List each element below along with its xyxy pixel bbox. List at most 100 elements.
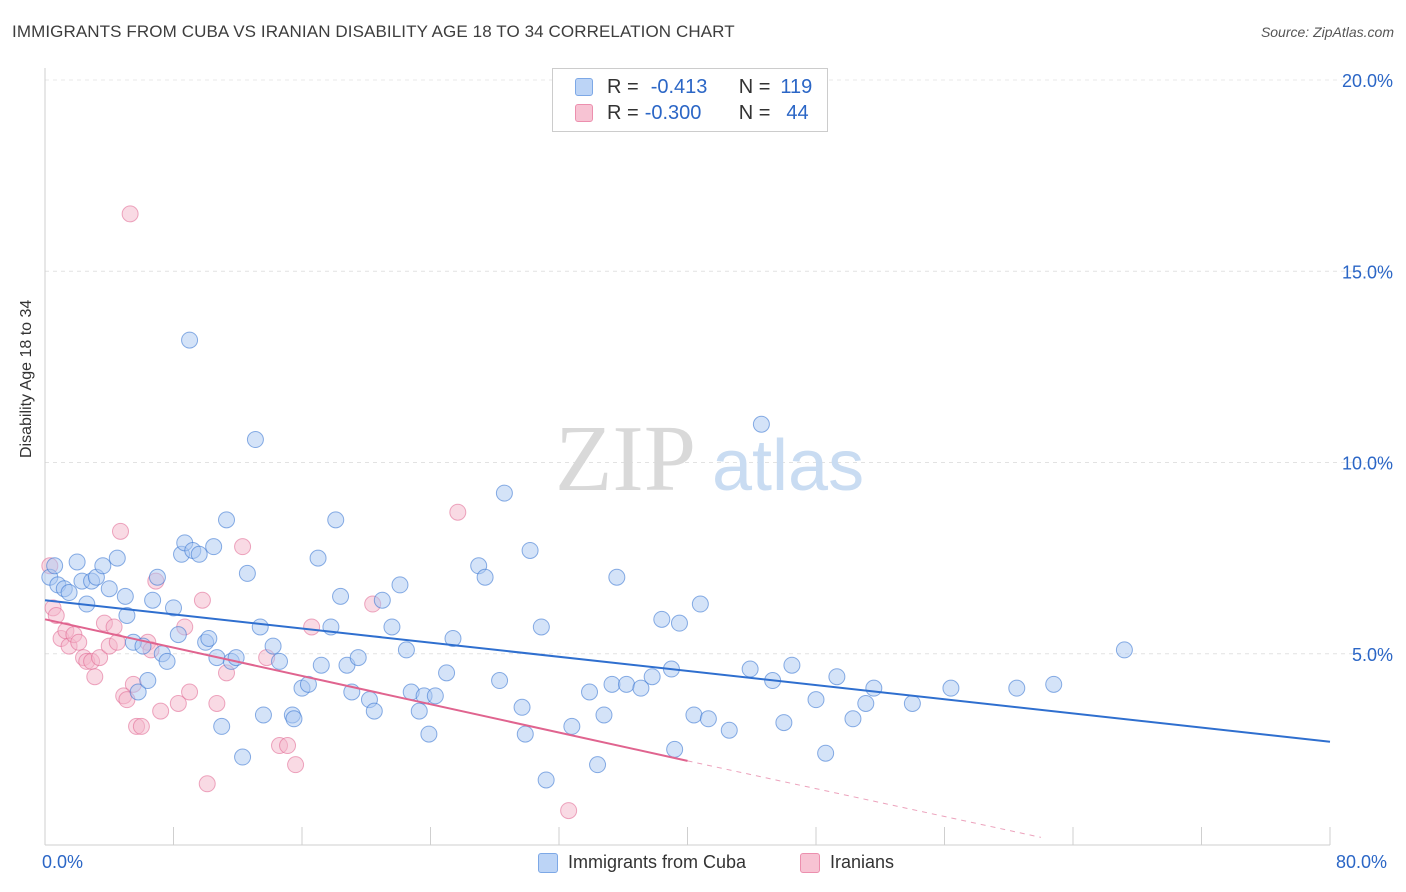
point-iranians xyxy=(303,618,321,636)
y-tick-label: 5.0% xyxy=(1352,645,1393,665)
trend-line-iranians-extension xyxy=(687,760,1041,838)
point-cuba xyxy=(365,702,383,720)
point-cuba xyxy=(312,656,330,674)
watermark: ZIP atlas xyxy=(555,407,864,511)
point-cuba xyxy=(218,511,236,529)
y-tick-label: 20.0% xyxy=(1342,71,1393,91)
r-value: -0.300 xyxy=(644,101,702,124)
point-cuba xyxy=(391,576,409,594)
point-cuba xyxy=(116,587,134,605)
point-cuba xyxy=(213,717,231,735)
point-iranians xyxy=(47,607,65,624)
axes xyxy=(44,68,1331,846)
point-iranians xyxy=(279,737,297,755)
point-cuba xyxy=(327,511,345,529)
point-iranians xyxy=(208,694,226,712)
point-cuba xyxy=(68,553,86,571)
point-cuba xyxy=(844,710,862,728)
point-cuba xyxy=(495,484,513,502)
point-cuba xyxy=(46,557,64,575)
point-cuba xyxy=(617,675,635,693)
point-cuba xyxy=(148,568,166,586)
point-cuba xyxy=(349,649,367,667)
point-cuba xyxy=(670,614,688,632)
y-tick-labels: 5.0% 10.0% 15.0% 20.0% xyxy=(1342,71,1393,665)
point-cuba xyxy=(532,618,550,636)
point-cuba xyxy=(251,618,269,636)
point-cuba xyxy=(653,610,671,628)
point-cuba xyxy=(397,641,415,659)
point-cuba xyxy=(807,691,825,709)
point-cuba xyxy=(942,679,960,697)
point-cuba xyxy=(444,629,462,647)
point-cuba xyxy=(181,331,199,349)
point-cuba xyxy=(426,687,444,705)
point-cuba xyxy=(271,652,289,670)
point-cuba xyxy=(108,549,126,567)
point-cuba xyxy=(783,656,801,674)
point-iranians xyxy=(193,591,211,609)
point-cuba xyxy=(309,549,327,567)
n-label: N = xyxy=(738,75,771,98)
trend-line-iranians xyxy=(44,618,688,762)
point-iranians xyxy=(560,802,578,820)
point-cuba xyxy=(595,706,613,724)
point-cuba xyxy=(100,580,118,598)
point-iranians xyxy=(121,205,139,223)
point-cuba xyxy=(699,710,717,728)
n-value: 119 xyxy=(780,75,813,98)
point-iranians xyxy=(181,683,199,701)
series-immigrants-from-cuba xyxy=(41,331,1133,789)
point-cuba xyxy=(903,694,921,712)
point-cuba xyxy=(513,698,531,716)
point-cuba xyxy=(383,618,401,636)
point-cuba xyxy=(144,591,162,609)
point-cuba xyxy=(139,672,157,690)
point-cuba xyxy=(410,702,428,720)
point-cuba xyxy=(741,660,759,678)
legend-item-iranians: Iranians xyxy=(800,852,894,873)
point-iranians xyxy=(169,694,187,712)
y-tick-label: 10.0% xyxy=(1342,454,1393,474)
point-cuba xyxy=(158,652,176,670)
r-label: R = xyxy=(607,75,639,98)
series-iranians xyxy=(41,205,578,820)
legend-swatch-pink xyxy=(800,852,820,873)
y-axis-label: Disability Age 18 to 34 xyxy=(18,299,35,458)
point-cuba xyxy=(521,541,539,559)
n-value: 44 xyxy=(786,101,809,124)
x-tick-max: 80.0% xyxy=(1336,852,1388,872)
r-label: R = xyxy=(607,101,639,124)
y-tick-label: 15.0% xyxy=(1342,262,1393,282)
point-cuba xyxy=(238,564,256,582)
point-iranians xyxy=(111,522,129,540)
stats-legend: R = -0.413 N = 119 R = -0.300 N = 44 xyxy=(552,68,828,132)
point-cuba xyxy=(581,683,599,701)
point-cuba xyxy=(234,748,252,766)
legend-label-cuba: Immigrants from Cuba xyxy=(568,852,747,872)
point-cuba xyxy=(1115,641,1133,659)
point-iranians xyxy=(234,538,252,556)
point-cuba xyxy=(691,595,709,613)
point-cuba xyxy=(476,568,494,586)
point-cuba xyxy=(685,706,703,724)
point-cuba xyxy=(775,714,793,732)
point-cuba xyxy=(246,431,264,449)
point-cuba xyxy=(190,545,208,563)
point-cuba xyxy=(643,668,661,686)
point-cuba xyxy=(516,725,534,743)
point-cuba xyxy=(865,679,883,697)
point-cuba xyxy=(632,679,650,697)
point-cuba xyxy=(438,664,456,682)
point-cuba xyxy=(603,675,621,693)
point-iranians xyxy=(198,775,216,793)
point-cuba xyxy=(254,706,272,724)
trend-lines xyxy=(44,599,1331,838)
point-cuba xyxy=(205,538,223,556)
point-cuba xyxy=(129,683,147,701)
point-iranians xyxy=(287,756,305,774)
swatch-pink xyxy=(575,104,593,122)
point-cuba xyxy=(720,721,738,739)
point-cuba xyxy=(491,672,509,690)
